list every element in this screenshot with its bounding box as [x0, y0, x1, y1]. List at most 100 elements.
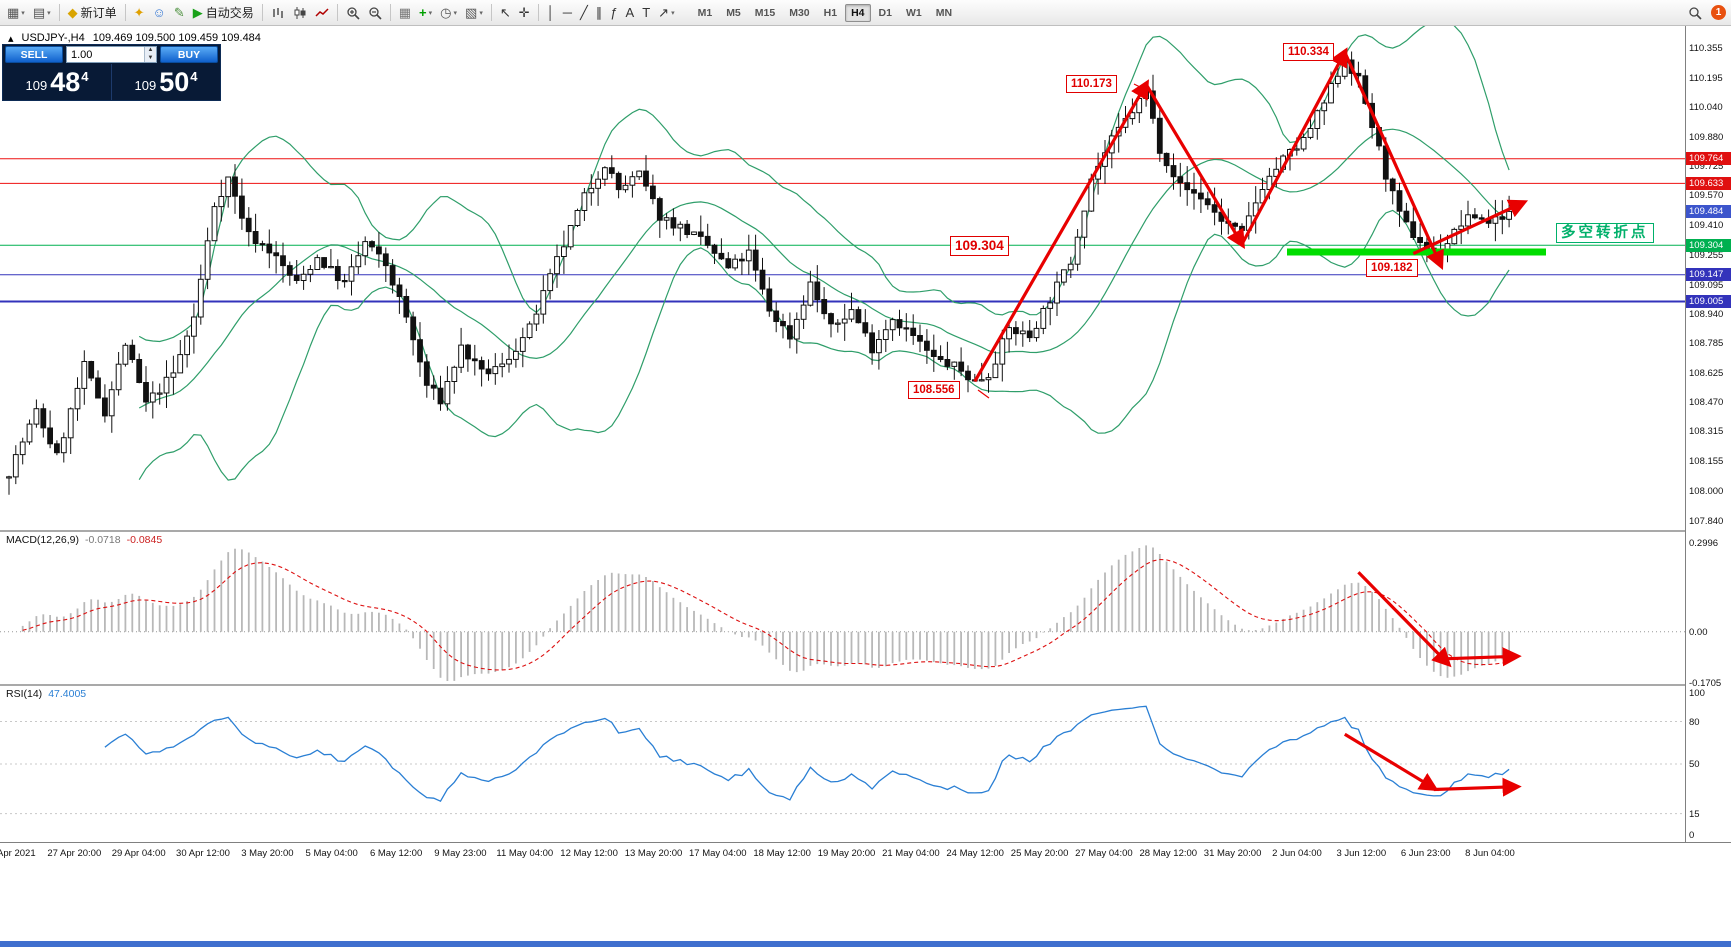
date-label: 12 May 12:00 [560, 848, 618, 859]
date-label: 27 Apr 20:00 [47, 848, 102, 859]
history-center-icon[interactable]: ✦ [133, 5, 145, 20]
indicators-icon[interactable]: + ▾ [419, 5, 433, 20]
templates-icon[interactable]: ▧ ▾ [465, 5, 483, 20]
bar-chart-icon[interactable] [268, 3, 288, 23]
profiles-icon[interactable]: ▤ ▾ [32, 5, 51, 20]
buy-price[interactable]: 109 50 4 [111, 64, 220, 100]
main-chart-plot[interactable] [0, 26, 1685, 530]
tile-windows-icon[interactable]: ▦ [398, 5, 412, 20]
vertical-line-icon[interactable]: │ [546, 5, 555, 20]
price-tick: 109.410 [1689, 220, 1724, 232]
price-tick: 109.255 [1689, 249, 1724, 261]
date-label: 26 Apr 2021 [0, 848, 36, 859]
rsi-tick: 0 [1689, 829, 1695, 841]
toolbar-right: 1 [1684, 3, 1728, 23]
horizontal-line-icon[interactable]: ─ [562, 5, 572, 20]
zoom-in-icon[interactable] [343, 3, 363, 23]
volume-decrease-button[interactable]: ▼ [145, 54, 156, 62]
date-label: 13 May 20:00 [624, 848, 683, 859]
notification-badge[interactable]: 1 [1711, 5, 1726, 20]
timeframe-w1[interactable]: W1 [905, 6, 922, 19]
date-label: 5 May 04:00 [305, 848, 358, 859]
date-label: 11 May 04:00 [496, 848, 554, 859]
price-tick: 108.625 [1689, 368, 1724, 379]
price-tick: 109.570 [1689, 190, 1724, 202]
label-icon[interactable]: T [642, 5, 651, 20]
bid-ask-display: 109 48 4 109 50 4 [3, 64, 220, 100]
date-label: 8 Jun 04:00 [1465, 848, 1515, 859]
toolbar-separator [336, 4, 338, 21]
date-label: 24 May 12:00 [946, 848, 1004, 859]
date-label: 3 May 20:00 [241, 848, 294, 859]
rsi-title: RSI(14) [6, 688, 43, 700]
candlestick-chart-icon[interactable] [290, 3, 310, 23]
new-chart-icon[interactable]: ▦ ▾ [7, 5, 25, 20]
rsi-tick: 15 [1689, 808, 1700, 820]
macd-tick: 0.2996 [1689, 537, 1719, 549]
price-tick: 109.095 [1689, 279, 1724, 291]
date-label: 31 May 20:00 [1203, 848, 1262, 859]
sell-button[interactable]: SELL [5, 46, 63, 63]
date-label: 29 Apr 04:00 [111, 848, 166, 859]
community-icon[interactable]: ☺ [152, 5, 166, 20]
date-label: 28 May 12:00 [1139, 848, 1198, 859]
toolbar-separator [537, 4, 539, 21]
macd-tick: 0.00 [1689, 626, 1708, 638]
price-tick: 108.785 [1689, 337, 1724, 349]
zoom-out-icon[interactable] [365, 3, 385, 23]
sell-price-prefix: 109 [25, 78, 48, 93]
toolbar-separator [389, 4, 391, 21]
macd-value-signal: -0.0845 [126, 534, 163, 546]
timeframe-m30[interactable]: M30 [789, 6, 810, 19]
channel-icon[interactable]: ∥ [595, 5, 603, 20]
toolbar-separator [58, 4, 60, 21]
arrows-icon[interactable]: ↗ ▾ [658, 5, 675, 20]
trendline-icon[interactable]: ╱ [579, 5, 588, 20]
price-tag: 109.005 [1686, 295, 1731, 308]
line-chart-icon[interactable] [312, 3, 332, 23]
periods-icon[interactable]: ◷ ▾ [440, 5, 458, 20]
macd-plot[interactable] [0, 532, 1685, 684]
toolbar: ▦ ▾ ▤ ▾ ◆ 新订单 ✦ ☺ ✎ ▶ 自动交易 ▦ + ▾ ◷ ▾ ▧ ▾ ↖ ✛ │ ─ ╱ ∥ ƒ A T ↗ ▾ M1 M5 M… [0, 0, 1731, 26]
date-label: 19 May 20:00 [817, 848, 876, 859]
timeframe-mn[interactable]: MN [935, 6, 953, 19]
fibonacci-icon[interactable]: ƒ [610, 5, 618, 20]
price-axis[interactable]: 110.355 110.195 110.040 109.880 109.725 109.5… [1685, 26, 1731, 842]
new-order-button[interactable]: ◆ 新订单 [67, 5, 117, 20]
timeframe-d1[interactable]: D1 [878, 6, 892, 19]
rsi-tick: 100 [1689, 688, 1705, 700]
panel-separator[interactable] [0, 684, 1731, 686]
price-tick: 108.315 [1689, 426, 1724, 438]
panel-separator[interactable] [0, 530, 1731, 532]
timeframe-m1[interactable]: M1 [697, 6, 713, 19]
toolbar-separator [490, 4, 492, 21]
buy-price-pip: 4 [190, 69, 198, 84]
symbol-arrow-icon: ▴ [8, 33, 14, 45]
timeframe-h4[interactable]: H4 [845, 3, 871, 22]
macd-tick: -0.1705 [1689, 677, 1722, 689]
volume-field: ▲ ▼ [66, 46, 157, 63]
volume-input[interactable] [67, 48, 156, 61]
buy-button[interactable]: BUY [160, 46, 218, 63]
sell-price[interactable]: 109 48 4 [3, 64, 111, 100]
search-icon[interactable] [1685, 3, 1705, 23]
date-label: 9 May 23:00 [434, 848, 487, 859]
price-tag: 109.633 [1686, 176, 1731, 190]
autotrading-button[interactable]: ▶ 自动交易 [192, 5, 254, 20]
timeframe-m15[interactable]: M15 [754, 6, 776, 19]
volume-spinner: ▲ ▼ [144, 47, 156, 62]
metaeditor-icon[interactable]: ✎ [173, 5, 185, 20]
timeframe-m5[interactable]: M5 [726, 6, 741, 19]
timeframe-h1[interactable]: H1 [823, 6, 838, 19]
date-axis[interactable]: 26 Apr 2021 27 Apr 20:00 29 Apr 04:00 30 Ap… [0, 842, 1731, 866]
price-tick: 110.355 [1689, 42, 1723, 54]
date-label: 3 Jun 12:00 [1336, 848, 1387, 859]
price-tag: 109.304 [1686, 238, 1731, 252]
rsi-plot[interactable] [0, 686, 1685, 842]
price-tick: 108.000 [1689, 485, 1724, 497]
volume-increase-button[interactable]: ▲ [145, 47, 156, 55]
crosshair-icon[interactable]: ✛ [518, 5, 530, 20]
cursor-icon[interactable]: ↖ [499, 5, 511, 20]
text-icon[interactable]: A [625, 5, 635, 20]
price-tick: 110.195 [1689, 72, 1723, 84]
